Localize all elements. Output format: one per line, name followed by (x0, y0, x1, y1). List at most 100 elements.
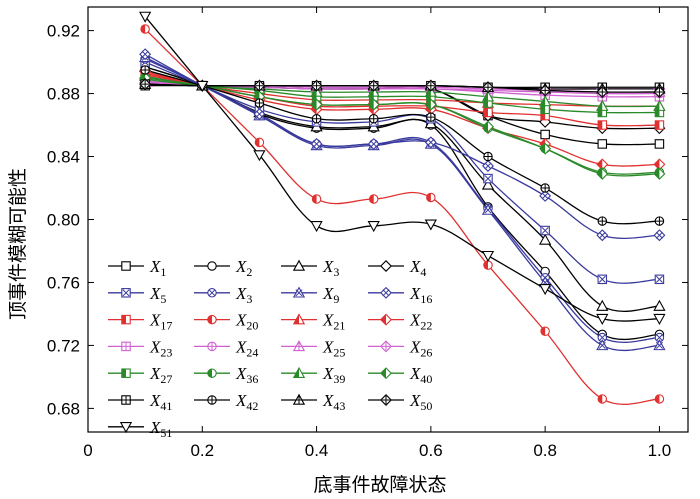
legend-marker-x3-2 (292, 259, 306, 271)
data-point-x42-21-9 (654, 216, 665, 226)
data-point-x20-9-4 (368, 194, 379, 204)
legend-marker-x27-16 (121, 368, 131, 378)
data-point-x9-6-8 (596, 339, 609, 351)
data-point-x42-21-8 (597, 216, 608, 226)
legend-item-x51-24: X51 (108, 418, 172, 440)
legend-label: X2 (235, 257, 252, 279)
data-point-x40-19-5 (424, 98, 437, 111)
data-point-x51-24-5 (424, 219, 437, 231)
series-line-x40-19 (145, 77, 660, 177)
data-point-x50-23-9 (653, 86, 666, 98)
data-point-x50-23-0 (139, 78, 152, 91)
legend-item-x40-19: X40 (368, 364, 432, 386)
legend-label: X36 (235, 364, 258, 386)
legend-item-x39-18: X39 (281, 364, 345, 386)
data-point-x16-7-5 (424, 136, 437, 149)
series-line-x9-6 (144, 56, 660, 352)
data-point-x27-16-7 (540, 104, 550, 115)
data-point-x1-0-8 (597, 139, 608, 149)
legend-marker-x22-11 (380, 313, 392, 326)
data-point-x16-7-8 (596, 229, 609, 242)
legend-item-x22-11: X22 (368, 311, 432, 333)
legend-marker-x51-24 (119, 422, 133, 434)
data-point-x42-21-2 (254, 98, 265, 108)
data-point-x16-7-4 (367, 137, 380, 150)
data-point-x16-7-2 (253, 108, 266, 121)
legend-label: X27 (149, 364, 172, 386)
legend-marker-x9-6 (292, 286, 306, 298)
legend-item-x43-22: X43 (281, 391, 345, 413)
series-line-x3-5 (144, 58, 660, 343)
legend-item-x4-3: X4 (368, 257, 426, 279)
x-axis-title: 底事件故障状态 (313, 474, 446, 496)
data-point-x51-24-2 (253, 150, 266, 162)
legend-item-x50-23: X50 (368, 391, 432, 413)
legend-item-x24-13: X24 (194, 337, 258, 359)
legend-item-x25-14: X25 (281, 337, 345, 359)
data-point-x20-9-6 (483, 260, 493, 270)
data-point-x3-2-7 (539, 233, 552, 245)
data-point-x16-7-9 (653, 229, 666, 242)
legend-label: X23 (149, 337, 172, 359)
data-point-x5-4-6 (483, 173, 493, 184)
y-tick-label: 0.72 (47, 336, 80, 355)
legend-marker-x2-1 (207, 261, 217, 271)
data-point-x40-19-7 (539, 142, 552, 155)
legend-label: X9 (322, 284, 339, 306)
data-point-x3-2-8 (596, 299, 609, 311)
data-point-x42-21-3 (311, 114, 322, 124)
data-point-x40-19-3 (310, 98, 323, 111)
data-point-x9-6-9 (653, 339, 666, 351)
legend-item-x17-8: X17 (108, 311, 172, 333)
data-point-x40-19-6 (482, 120, 494, 133)
data-point-x39-18-7 (539, 95, 552, 107)
y-tick-label: 0.68 (47, 399, 80, 418)
legend-item-x3-2: X3 (281, 257, 339, 279)
legend-item-x20-9: X20 (194, 311, 258, 333)
legend-label: X22 (409, 311, 432, 333)
data-point-x17-8-8 (597, 120, 608, 130)
data-point-x40-19-4 (367, 98, 380, 111)
legend-marker-x26-15 (380, 340, 392, 353)
legend-item-x9-6: X9 (281, 284, 339, 306)
data-point-x51-24-9 (653, 313, 666, 326)
legend-label: X42 (235, 391, 258, 413)
data-point-x51-24-8 (596, 313, 609, 326)
legend-item-x27-16: X27 (108, 364, 172, 386)
data-point-x40-19-8 (596, 167, 609, 180)
data-point-x1-0-7 (540, 129, 550, 140)
legend-item-x23-12: X23 (108, 337, 172, 359)
legend-label: X4 (409, 257, 426, 279)
legend-label: X3 (322, 257, 339, 279)
data-point-x16-7-3 (310, 137, 323, 150)
legend-item-x2-1: X2 (194, 257, 252, 279)
legend-label: X40 (409, 364, 432, 386)
data-point-x39-18-9 (653, 99, 666, 111)
data-point-x20-9-8 (597, 394, 608, 404)
y-axis-title: 顶事件模糊可能性 (7, 168, 29, 320)
data-point-x16-7-7 (539, 189, 552, 202)
series-line-x22-11 (144, 70, 660, 167)
series-line-x20-9 (144, 28, 660, 405)
data-point-x20-9-3 (311, 194, 322, 204)
data-point-x50-23-7 (539, 84, 552, 97)
legend-label: X43 (322, 391, 345, 413)
legend-label: X16 (409, 284, 432, 306)
legend-label: X17 (149, 311, 172, 333)
legend-marker-x24-13 (207, 341, 217, 352)
series-line-x51-24 (144, 16, 660, 322)
x-tick-label: 1.0 (648, 441, 672, 460)
data-point-x1-0-9 (654, 139, 665, 149)
legend-marker-x20-9 (207, 314, 217, 325)
data-point-x3-5-9 (654, 332, 665, 343)
x-tick-label: 0.4 (305, 441, 329, 460)
data-point-x20-9-9 (654, 394, 665, 404)
legend-item-x3-5: X3 (194, 284, 252, 306)
y-tick-label: 0.88 (47, 85, 80, 104)
legend-marker-x4-3 (380, 260, 392, 272)
y-tick-label: 0.84 (47, 148, 80, 167)
legend-item-x16-7: X16 (368, 284, 432, 306)
data-point-x51-24-7 (539, 284, 552, 296)
data-point-x42-21-0 (140, 65, 150, 75)
